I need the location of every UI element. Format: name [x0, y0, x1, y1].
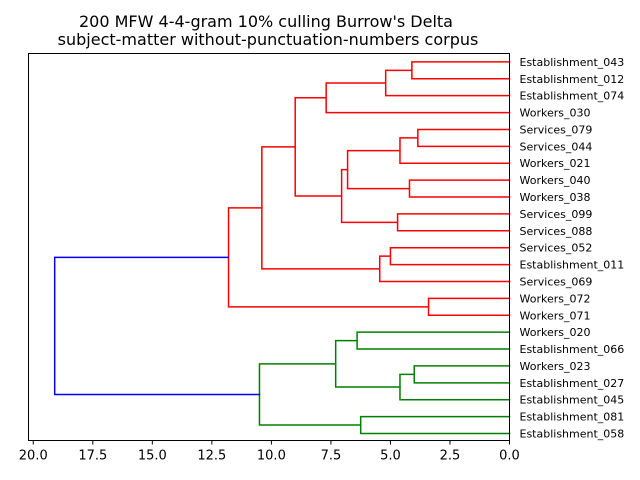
chart-title-line-1: 200 MFW 4-4-gram 10% culling Burrow's De… — [79, 12, 453, 31]
leaf-label: Workers_021 — [520, 157, 591, 170]
leaf-label: Workers_040 — [520, 174, 591, 187]
leaf-label: Services_044 — [520, 140, 593, 153]
leaf-label: Establishment_045 — [520, 394, 625, 407]
leaf-label: Establishment_012 — [520, 73, 625, 86]
x-axis: 20.0 17.5 15.0 12.5 10.0 7.5 5.0 2.5 0.0 — [19, 440, 520, 464]
leaf-label: Workers_072 — [520, 292, 591, 305]
leaf-label: Services_079 — [520, 123, 593, 136]
x-tick-label: 10.0 — [257, 449, 286, 464]
leaf-label: Workers_023 — [520, 360, 591, 373]
dendrogram-link — [399, 137, 511, 164]
x-tick-label: 20.0 — [19, 449, 48, 464]
x-tick-label: 12.5 — [197, 449, 226, 464]
x-tick-label: 15.0 — [138, 449, 167, 464]
leaf-label: Services_099 — [520, 208, 593, 221]
dendrogram-link — [411, 61, 511, 80]
x-tick-label: 17.5 — [78, 449, 107, 464]
x-tick-label: 7.5 — [321, 449, 342, 464]
leaf-label: Establishment_058 — [520, 428, 625, 441]
leaf-label: Workers_020 — [520, 326, 591, 339]
leaf-label: Workers_071 — [520, 309, 591, 322]
dendrogram-links — [53, 61, 511, 435]
dendrogram-link — [340, 168, 399, 224]
leaf-label: Establishment_043 — [520, 56, 625, 69]
dendrogram-link — [359, 415, 511, 435]
dendrogram-link — [325, 82, 511, 114]
x-tick-label: 0.0 — [499, 449, 520, 464]
dendrogram-link — [427, 297, 511, 317]
dendrogram-link — [227, 207, 430, 308]
leaf-label: Establishment_066 — [520, 343, 625, 356]
plot-frame — [28, 53, 510, 441]
dendrogram-link — [334, 339, 401, 388]
leaf-label: Workers_038 — [520, 191, 591, 204]
leaf-label: Services_069 — [520, 275, 593, 288]
dendrogram-link — [408, 179, 511, 198]
x-tick-label: 5.0 — [380, 449, 401, 464]
dendrogram-link — [384, 69, 511, 97]
x-tick-label: 2.5 — [440, 449, 461, 464]
dendrogram-link — [356, 331, 511, 350]
leaf-label: Services_088 — [520, 225, 593, 238]
leaf-label: Workers_030 — [520, 107, 591, 120]
dendrogram-link — [413, 365, 511, 384]
chart-title-line-2: subject-matter without-punctuation-numbe… — [58, 30, 479, 49]
dendrogram-link — [258, 363, 362, 426]
dendrogram-link — [399, 373, 511, 401]
leaf-label: Establishment_027 — [520, 377, 625, 390]
leaf-label: Establishment_074 — [520, 90, 625, 103]
leaf-label: Services_052 — [520, 242, 593, 255]
dendrogram-link — [417, 128, 511, 148]
dendrogram-link — [261, 146, 381, 270]
dendrogram-link — [389, 246, 511, 266]
dendrogram-link — [378, 255, 511, 283]
dendrogram-link — [53, 256, 261, 396]
leaf-labels: Establishment_043 Establishment_012 Establ… — [520, 56, 625, 441]
leaf-label: Establishment_081 — [520, 411, 625, 424]
leaf-label: Establishment_011 — [520, 259, 625, 272]
dendrogram-link — [396, 213, 511, 232]
